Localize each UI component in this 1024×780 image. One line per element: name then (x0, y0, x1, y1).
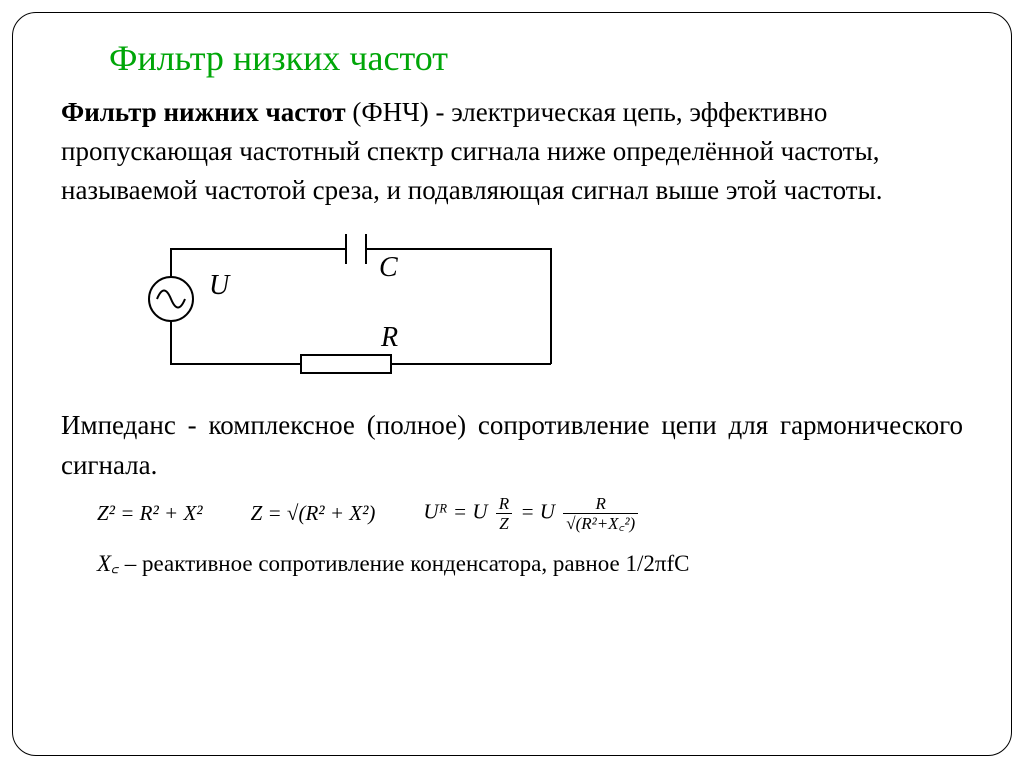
equations-row: Z² = R² + X² Z = √(R² + X²) Uᴿ = U R Z =… (97, 495, 963, 532)
frac-rxc-den: √(R²+X꜀²) (563, 513, 638, 532)
eq-mid: = U (520, 499, 555, 523)
note-xc: X꜀ – реактивное сопротивление конденсато… (97, 546, 963, 578)
note-lead: X꜀ (97, 551, 119, 576)
circuit-diagram-container: U C R (121, 224, 963, 394)
slide-frame: Фильтр низких частот Фильтр нижних часто… (12, 12, 1012, 756)
slide-title: Фильтр низких частот (109, 37, 963, 79)
frac-rxc-num: R (593, 495, 609, 513)
label-r: R (380, 322, 398, 353)
eq-ur: Uᴿ = U R Z = U R √(R²+X꜀²) (423, 495, 641, 532)
label-c: C (379, 252, 398, 283)
definition-bold: Фильтр нижних частот (61, 97, 346, 127)
fraction-rxc: R √(R²+X꜀²) (563, 495, 638, 532)
impedance-paragraph: Импеданс - комплексное (полное) сопротив… (61, 406, 963, 484)
eq-z-root: Z = √(R² + X²) (251, 501, 376, 526)
eq-z-squared: Z² = R² + X² (97, 501, 203, 526)
sine-icon (157, 291, 185, 308)
circuit-diagram: U C R (121, 224, 581, 394)
frac-rz-den: Z (496, 513, 511, 532)
eq-ur-lhs: Uᴿ = U (423, 499, 487, 523)
label-u: U (209, 270, 231, 301)
frac-rz-num: R (496, 495, 512, 513)
note-rest: – реактивное сопротивление конденсатора,… (119, 551, 689, 576)
definition-paragraph: Фильтр нижних частот (ФНЧ) - электрическ… (61, 93, 963, 210)
fraction-rz: R Z (496, 495, 512, 532)
